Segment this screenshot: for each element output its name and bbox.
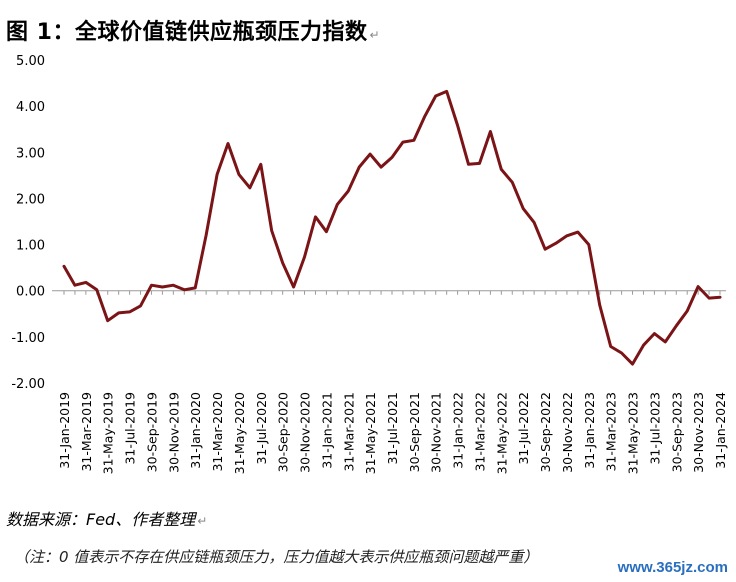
- y-tick-label: -1.00: [11, 331, 45, 346]
- y-tick-label: 1.00: [16, 239, 45, 254]
- x-tick-label: 31-Mar-2020: [210, 392, 225, 472]
- chart-note: （注：0 值表示不存在供应链瓶颈压力，压力值越大表示供应瓶颈问题越严重）: [14, 548, 539, 566]
- x-tick-label: 31-Mar-2022: [472, 392, 487, 472]
- x-tick-label: 31-Jul-2023: [647, 392, 662, 465]
- x-tick-label: 30-Nov-2020: [298, 392, 313, 473]
- x-tick-label: 31-Jan-2020: [188, 392, 203, 469]
- y-tick-label: 5.00: [16, 54, 45, 69]
- y-tick-label: 2.00: [16, 192, 45, 207]
- y-tick-label: 4.00: [16, 100, 45, 115]
- x-tick-label: 30-Nov-2021: [429, 392, 444, 473]
- x-tick-label: 31-Jul-2020: [254, 392, 269, 465]
- x-tick-label: 31-May-2022: [494, 392, 509, 474]
- x-tick-label: 30-Sep-2023: [669, 392, 684, 472]
- x-tick-label: 31-May-2019: [101, 392, 116, 474]
- x-tick-label: 30-Sep-2020: [276, 392, 291, 472]
- x-tick-label: 31-May-2021: [363, 392, 378, 474]
- x-tick-label: 30-Sep-2019: [144, 392, 159, 472]
- x-tick-label: 31-Mar-2019: [79, 392, 94, 472]
- x-tick-label: 31-Mar-2023: [604, 392, 619, 472]
- series-line: [62, 89, 722, 366]
- x-tick-label: 31-Jan-2021: [319, 392, 334, 469]
- x-tick-label: 31-Mar-2021: [341, 392, 356, 472]
- x-tick-label: 30-Sep-2022: [538, 392, 553, 472]
- data-source: 数据来源：Fed、作者整理 ↵: [6, 506, 207, 530]
- x-tick-label: 30-Nov-2022: [560, 392, 575, 473]
- y-tick-label: -2.00: [11, 377, 45, 392]
- data-source-text: 数据来源：Fed、作者整理: [6, 510, 196, 529]
- return-mark-icon: ↵: [369, 28, 381, 42]
- x-tick-label: 30-Sep-2021: [407, 392, 422, 472]
- x-axis: 31-Jan-2019 31-Mar-2019 31-May-2019 31-Jul-…: [52, 290, 728, 474]
- y-tick-label: 3.00: [16, 146, 45, 161]
- chart-title: 图 1：全球价值链供应瓶颈压力指数 ↵: [6, 14, 380, 46]
- x-tick-label: 31-Jul-2021: [385, 392, 400, 465]
- site-watermark[interactable]: www.365jz.com: [617, 559, 728, 576]
- line-chart: 5.00 4.00 3.00 2.00 1.00 0.00 -1.00 -2.00 31-Ja…: [11, 54, 728, 474]
- y-tick-label: 0.00: [16, 285, 45, 300]
- chart-title-text: 图 1：全球价值链供应瓶颈压力指数: [6, 20, 368, 45]
- x-tick-label: 31-Jul-2022: [516, 392, 531, 465]
- x-tick-label: 31-Jan-2024: [713, 392, 728, 469]
- x-tick-label: 30-Nov-2019: [166, 392, 181, 473]
- x-tick-label: 31-Jul-2019: [123, 392, 138, 465]
- x-tick-label: 31-May-2023: [626, 392, 641, 474]
- y-axis: 5.00 4.00 3.00 2.00 1.00 0.00 -1.00 -2.00: [11, 54, 45, 392]
- return-mark-icon: ↵: [197, 514, 208, 528]
- x-tick-label: 31-Jan-2023: [582, 392, 597, 469]
- x-tick-label: 31-May-2020: [232, 392, 247, 474]
- plot-area: [62, 89, 722, 366]
- x-tick-label: 31-Jan-2019: [57, 392, 72, 469]
- x-tick-label: 30-Nov-2023: [691, 392, 706, 473]
- x-tick-label: 31-Jan-2022: [451, 392, 466, 469]
